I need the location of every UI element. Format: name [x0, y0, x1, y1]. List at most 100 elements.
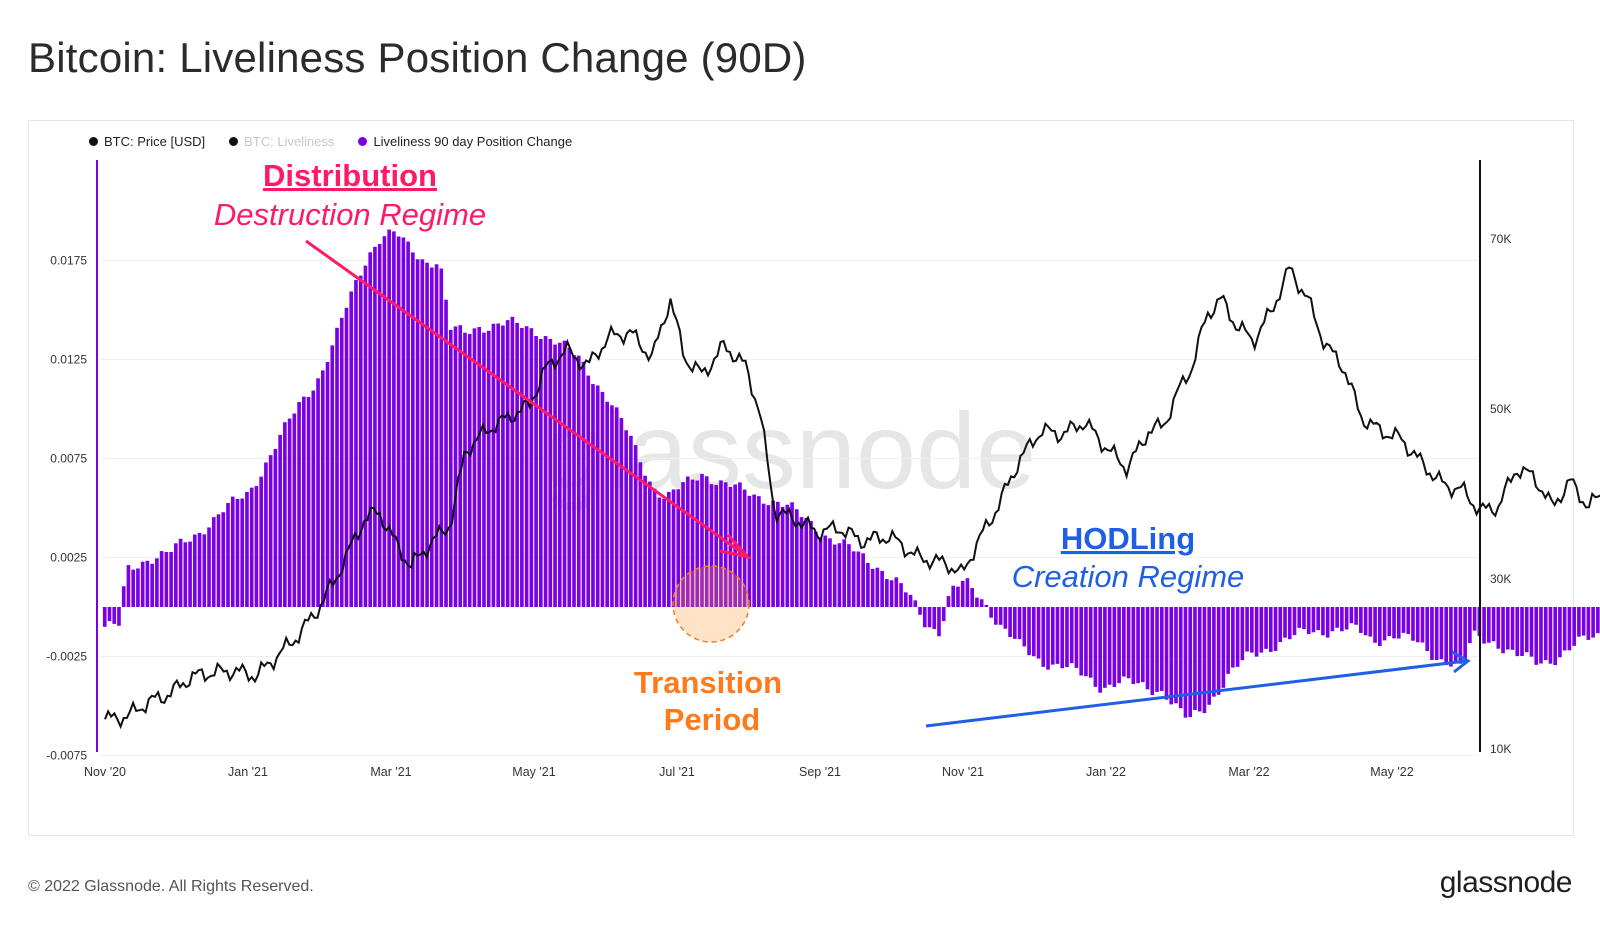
bar — [349, 291, 354, 607]
bar — [1259, 607, 1264, 653]
bar — [1027, 607, 1031, 656]
bar — [188, 541, 192, 607]
bar — [870, 568, 875, 607]
bar — [1491, 607, 1496, 642]
bar — [1017, 607, 1022, 640]
left-tick-label: 0.0075 — [50, 452, 87, 466]
bar — [392, 231, 396, 608]
bar — [1212, 607, 1216, 697]
bar — [264, 462, 268, 607]
bar — [757, 496, 761, 607]
bar — [415, 259, 420, 607]
bar — [192, 534, 197, 607]
bar — [809, 520, 813, 607]
bar — [339, 317, 344, 607]
bar — [363, 265, 368, 607]
bar — [1221, 607, 1226, 688]
right-tick-label: 70K — [1490, 232, 1511, 246]
bar — [643, 475, 647, 607]
bar — [510, 316, 515, 607]
bar — [1539, 607, 1543, 664]
bar — [155, 558, 159, 607]
bar — [377, 243, 382, 608]
left-tick-label: -0.0075 — [46, 749, 87, 763]
bar — [1302, 607, 1306, 630]
distribution-annotation: Distribution Destruction Regime — [214, 158, 753, 560]
bar — [1117, 607, 1121, 684]
bar — [610, 405, 614, 607]
left-axis: 0.0175 0.0125 0.0075 0.0025 -0.0025 -0.0075 — [46, 160, 98, 763]
bar — [1359, 607, 1363, 633]
bar — [254, 486, 259, 607]
bar — [1136, 607, 1140, 684]
legend-item-position-change[interactable]: Liveliness 90 day Position Change — [358, 134, 572, 149]
bar — [1354, 607, 1358, 625]
legend-label-price: BTC: Price [USD] — [104, 134, 206, 149]
bar — [941, 607, 946, 622]
bar — [776, 501, 780, 607]
bar — [1159, 607, 1164, 691]
bar — [1088, 607, 1093, 678]
bar — [866, 562, 870, 607]
transition-label-line1: Transition — [634, 665, 782, 700]
bar — [1188, 607, 1193, 718]
bar — [624, 430, 628, 607]
bar — [1122, 607, 1126, 677]
bar — [704, 476, 709, 607]
right-tick-label: 10K — [1490, 742, 1511, 756]
bar — [861, 553, 865, 607]
bar — [420, 259, 425, 607]
bar — [482, 332, 486, 607]
bar — [534, 336, 538, 607]
bar — [614, 407, 619, 607]
bar — [1425, 607, 1430, 652]
bar — [1316, 607, 1321, 631]
bar — [1529, 607, 1534, 657]
bar — [638, 462, 643, 607]
x-tick-label: Jan '22 — [1086, 765, 1126, 779]
right-tick-label: 30K — [1490, 572, 1511, 586]
legend-item-liveliness[interactable]: BTC: Liveliness — [229, 134, 334, 149]
bar — [984, 604, 989, 607]
bar — [1420, 607, 1425, 643]
chart-title: Bitcoin: Liveliness Position Change (90D… — [28, 34, 807, 81]
x-axis: Nov '20 Jan '21 Mar '21 May '21 Jul '21 Sep '… — [84, 765, 1414, 779]
bar — [453, 326, 458, 607]
bar — [1055, 607, 1060, 664]
bar — [207, 527, 211, 607]
bar — [1501, 607, 1505, 654]
bar — [1254, 607, 1259, 657]
bar — [1572, 607, 1576, 646]
bar — [159, 551, 164, 607]
bar — [733, 484, 737, 607]
x-tick-label: Nov '21 — [942, 765, 984, 779]
bar — [1126, 607, 1131, 679]
bar — [150, 563, 154, 607]
bar — [1543, 607, 1548, 661]
bar — [629, 435, 633, 607]
bar — [1311, 607, 1316, 633]
bar — [1292, 607, 1297, 636]
bar — [1178, 607, 1183, 709]
bar — [448, 329, 453, 607]
bar — [1567, 607, 1572, 651]
hodling-annotation: HODLing Creation Regime — [925, 521, 1471, 728]
bar — [1060, 607, 1065, 669]
distribution-title: Distribution — [263, 158, 437, 193]
bar — [1325, 607, 1330, 638]
bar — [557, 342, 562, 607]
bar — [1278, 607, 1283, 643]
bar — [306, 397, 311, 607]
bar — [946, 596, 951, 607]
bar — [240, 498, 245, 607]
bar — [1065, 607, 1069, 668]
bar — [927, 607, 932, 628]
bar — [183, 542, 188, 607]
glassnode-logo[interactable]: glassnode — [1439, 866, 1573, 899]
bar — [1382, 607, 1387, 641]
bar — [368, 252, 373, 608]
legend-item-price[interactable]: BTC: Price [USD] — [89, 134, 205, 149]
bar — [1482, 607, 1486, 644]
bar — [387, 229, 391, 607]
bar — [330, 345, 335, 607]
